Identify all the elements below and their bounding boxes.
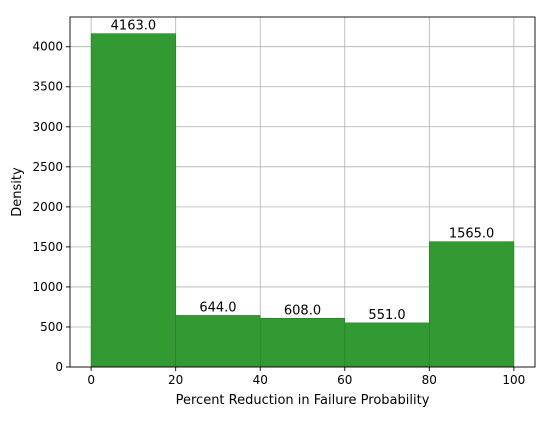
y-tick-label: 3000 [32,120,63,134]
bar-value-label: 4163.0 [111,19,157,34]
y-tick-label: 4000 [32,40,63,54]
x-tick-label: 0 [87,373,95,387]
y-tick-label: 2000 [32,200,63,214]
plot-area-border [69,16,536,368]
y-tick-label: 1000 [32,280,63,294]
x-tick-label: 20 [168,373,183,387]
histogram-bar [175,315,261,368]
y-axis-title: Density [10,167,25,217]
x-axis-title: Percent Reduction in Failure Probability [176,393,430,408]
data-labels-layer: 4163.0 644.0 608.0 551.0 1565.0 [111,19,495,323]
histogram-bar [429,241,515,368]
y-tick-label: 2500 [32,160,63,174]
x-tick-label: 40 [253,373,268,387]
bar-value-label: 551.0 [368,308,405,323]
bars-layer [90,33,515,368]
axes-frame [69,16,536,368]
bar-value-label: 608.0 [284,303,321,318]
bar-value-label: 644.0 [199,300,236,315]
x-tick-label: 60 [337,373,352,387]
y-tick-label: 1500 [32,240,63,254]
bar-value-label: 1565.0 [449,227,495,242]
histogram-bar [344,322,430,368]
y-tick-label: 500 [40,320,63,334]
histogram-bar [259,318,346,368]
histogram-bar [90,33,176,368]
ticks-layer: 0 20 40 60 80 1000500100015002000250030003500… [32,40,525,387]
y-tick-label: 0 [55,360,63,374]
x-tick-label: 100 [502,373,525,387]
y-tick-label: 3500 [32,80,63,94]
x-tick-label: 80 [422,373,437,387]
